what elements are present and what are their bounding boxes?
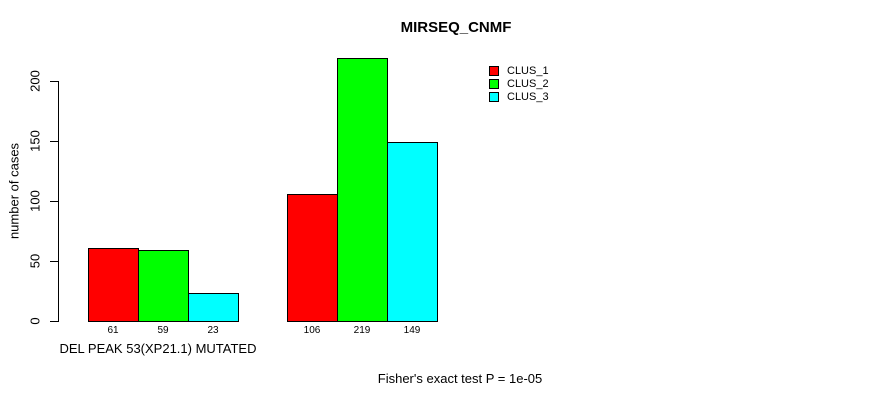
- y-axis-tick: [50, 141, 58, 142]
- bar-clus_2-group2: [337, 58, 388, 322]
- bar-value-label: 219: [353, 325, 371, 336]
- y-axis-tick-label: 200: [27, 70, 43, 92]
- y-axis-tick: [50, 81, 58, 82]
- legend-item-clus_2: CLUS_2: [489, 77, 549, 90]
- legend-item-clus_1: CLUS_1: [489, 64, 549, 77]
- bar-value-label: 149: [403, 325, 421, 336]
- legend-swatch-icon: [489, 91, 499, 102]
- bar-clus_1-group2: [287, 194, 338, 322]
- bar-value-label: 59: [157, 325, 169, 336]
- legend: CLUS_1 CLUS_2 CLUS_3: [489, 64, 549, 103]
- bar-value-label: 23: [207, 325, 219, 336]
- legend-item-clus_3: CLUS_3: [489, 90, 549, 103]
- legend-label: CLUS_3: [507, 90, 549, 103]
- y-axis-tick: [50, 201, 58, 202]
- y-axis-line: [58, 81, 59, 322]
- x-axis-label: DEL PEAK 53(XP21.1) MUTATED: [59, 341, 257, 356]
- legend-swatch-icon: [489, 78, 499, 89]
- y-axis-tick-label: 0: [27, 317, 43, 325]
- y-axis-tick-label: 50: [27, 253, 43, 269]
- bar-clus_1-group1: [88, 248, 139, 322]
- legend-label: CLUS_1: [507, 64, 549, 77]
- y-axis-label: number of cases: [6, 142, 22, 240]
- legend-label: CLUS_2: [507, 77, 549, 90]
- chart-title: MIRSEQ_CNMF: [400, 19, 512, 36]
- bar-clus_2-group1: [138, 250, 189, 322]
- y-axis-tick: [50, 261, 58, 262]
- y-axis-tick: [50, 321, 58, 322]
- bar-value-label: 106: [303, 325, 321, 336]
- y-axis-tick-label: 150: [27, 130, 43, 152]
- legend-swatch-icon: [489, 65, 499, 76]
- footnote: Fisher's exact test P = 1e-05: [377, 371, 543, 386]
- y-axis-tick-label: 100: [27, 190, 43, 212]
- bar-clus_3-group1: [188, 293, 239, 322]
- bar-value-label: 61: [107, 325, 119, 336]
- bar-clus_3-group2: [387, 142, 438, 322]
